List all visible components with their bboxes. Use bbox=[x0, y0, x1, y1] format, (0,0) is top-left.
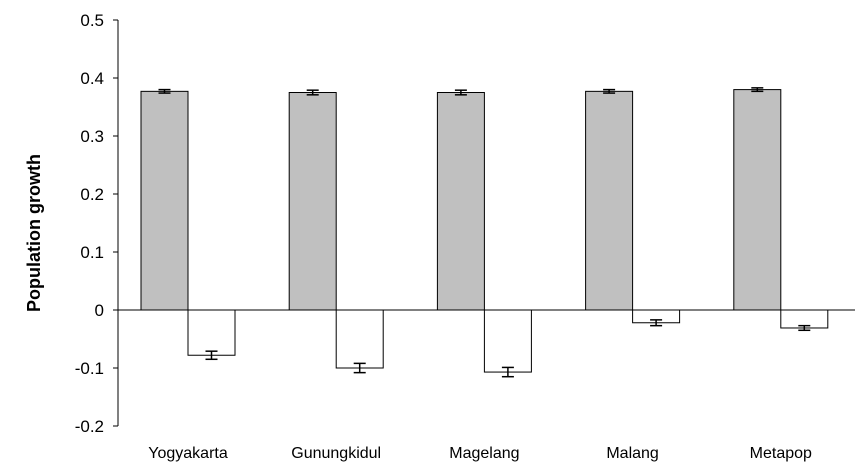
error-bar-series-2-magelang bbox=[501, 366, 514, 378]
y-tick-label: 0.1 bbox=[80, 243, 104, 262]
bar-series-2-yogyakarta bbox=[187, 309, 236, 356]
y-tick-label: -0.1 bbox=[75, 359, 104, 378]
y-tick-label: 0.4 bbox=[80, 69, 104, 88]
error-bar-series-1-yogyakarta bbox=[158, 88, 171, 94]
bar-series-1-yogyakarta bbox=[140, 90, 189, 311]
error-bar-series-2-yogyakarta bbox=[205, 350, 218, 361]
y-tick-label: 0 bbox=[95, 301, 104, 320]
x-category-label: Malang bbox=[606, 445, 658, 462]
bar-series-1-gunungkidul bbox=[288, 92, 337, 311]
error-bar-series-1-gunungkidul bbox=[306, 89, 319, 96]
y-tick-label: -0.2 bbox=[75, 417, 104, 436]
y-axis-title: Population growth bbox=[24, 154, 44, 312]
error-bar-series-2-malang bbox=[650, 319, 663, 327]
x-category-label: Yogyakarta bbox=[148, 445, 228, 462]
bar-series-2-magelang bbox=[483, 309, 532, 373]
error-bar-series-1-magelang bbox=[454, 89, 467, 96]
bar-series-1-magelang bbox=[436, 92, 485, 311]
x-labels-group: Yogyakarta Gunungkidul Magelang Malang Metap… bbox=[148, 445, 812, 462]
y-tick-label: 0.5 bbox=[80, 11, 104, 30]
y-ticks-group: 0.5 0.4 0.3 0.2 0.1 0 -0.1 -0.2 bbox=[75, 11, 118, 436]
y-tick-label: 0.3 bbox=[80, 127, 104, 146]
x-category-label: Metapop bbox=[750, 445, 812, 462]
bars-group bbox=[140, 87, 829, 378]
bar-series-1-malang bbox=[585, 90, 634, 311]
bar-series-2-gunungkidul bbox=[335, 309, 384, 369]
bar-series-1-metapop bbox=[733, 89, 782, 311]
error-bar-series-1-malang bbox=[603, 88, 616, 94]
error-bar-series-2-gunungkidul bbox=[353, 362, 366, 374]
x-category-label: Gunungkidul bbox=[291, 445, 381, 462]
error-bar-series-1-metapop bbox=[751, 87, 764, 93]
x-category-label: Magelang bbox=[449, 445, 519, 462]
axes-group bbox=[117, 20, 855, 426]
y-tick-label: 0.2 bbox=[80, 185, 104, 204]
error-bar-series-2-metapop bbox=[798, 324, 811, 332]
